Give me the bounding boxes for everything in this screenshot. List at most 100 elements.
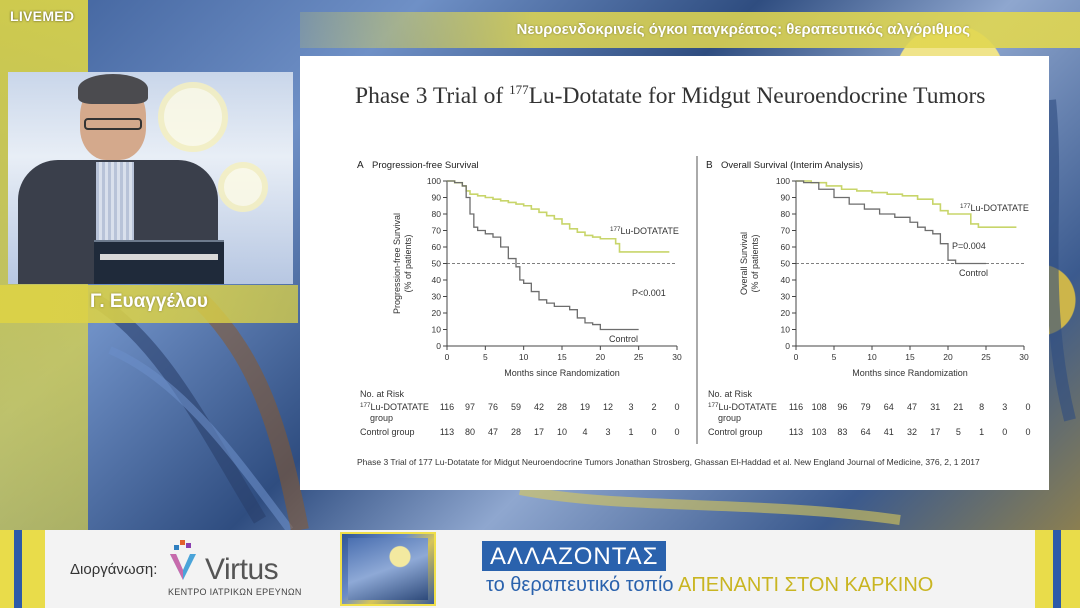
control-label: Control	[959, 268, 988, 278]
speaker-hair	[78, 74, 148, 104]
at-risk-value: 0	[674, 402, 679, 412]
at-risk-value: 80	[465, 427, 475, 437]
at-risk-value: 1	[979, 427, 984, 437]
speaker-glasses-icon	[84, 118, 142, 130]
at-risk-value: 108	[812, 402, 827, 412]
x-tick-label: 25	[634, 352, 644, 362]
tagline-line2: το θεραπευτικό τοπίο ΑΠΕΝΑΝΤΙ ΣΤΟΝ ΚΑΡΚΙ…	[486, 574, 934, 596]
painting-moon-icon	[158, 82, 228, 152]
at-risk-value: 96	[837, 402, 847, 412]
x-tick-label: 30	[1019, 352, 1029, 362]
x-tick-label: 30	[672, 352, 682, 362]
virtus-name: Virtus	[205, 553, 279, 586]
slide-citation: Phase 3 Trial of 177 Lu-Dotatate for Mid…	[357, 457, 980, 467]
at-risk-value: 113	[440, 427, 454, 437]
y-tick-label: 30	[781, 292, 791, 302]
at-risk-row-label: Control group	[708, 427, 763, 437]
at-risk-header: No. at Risk	[360, 389, 405, 399]
control-label: Control	[609, 334, 638, 344]
at-risk-value: 59	[511, 402, 521, 412]
virtus-logo-icon	[170, 540, 196, 580]
at-risk-value: 31	[930, 402, 940, 412]
y-tick-label: 80	[432, 209, 442, 219]
y-tick-label: 70	[432, 226, 442, 236]
footer-left-stripe	[0, 530, 45, 608]
virtus-subtitle: ΚΕΝΤΡΟ ΙΑΤΡΙΚΩΝ ΕΡΕΥΝΩΝ	[168, 587, 302, 597]
y-tick-label: 60	[781, 242, 791, 252]
y-tick-label: 80	[781, 209, 791, 219]
at-risk-value: 19	[580, 402, 590, 412]
at-risk-row-label: group	[718, 413, 741, 423]
at-risk-value: 42	[534, 402, 544, 412]
at-risk-value: 97	[465, 402, 475, 412]
y-tick-label: 40	[781, 275, 791, 285]
y-axis-label: Overall Survival	[739, 232, 749, 295]
control-curve	[447, 180, 639, 331]
presentation-slide: Phase 3 Trial of 177Lu-Dotatate for Midg…	[300, 56, 1049, 490]
x-axis-label: Months since Randomization	[504, 368, 620, 378]
at-risk-value: 1	[628, 427, 633, 437]
at-risk-value: 4	[582, 427, 587, 437]
lu-dotatate-curve	[447, 180, 670, 253]
at-risk-value: 21	[953, 402, 963, 412]
x-tick-label: 10	[867, 352, 877, 362]
speaker-name: Γ. Ευαγγέλου	[0, 285, 298, 323]
at-risk-value: 32	[907, 427, 917, 437]
x-tick-label: 10	[519, 352, 529, 362]
podium	[94, 240, 224, 284]
x-axis-label: Months since Randomization	[852, 368, 968, 378]
y-tick-label: 100	[427, 176, 441, 186]
lu-dotatate-label: 177Lu-DOTATATE	[610, 226, 679, 236]
at-risk-value: 0	[1002, 427, 1007, 437]
at-risk-value: 103	[812, 427, 827, 437]
y-axis-label: Progression-free Survival	[392, 213, 402, 314]
at-risk-value: 113	[789, 427, 803, 437]
tagline-box: ΑΛΛΑΖΟΝΤΑΣ	[482, 541, 667, 571]
at-risk-value: 116	[440, 402, 454, 412]
at-risk-value: 0	[1025, 427, 1030, 437]
y-tick-label: 70	[781, 226, 791, 236]
livemed-logo: LIVEMED	[10, 8, 75, 24]
at-risk-value: 0	[674, 427, 679, 437]
x-tick-label: 0	[445, 352, 450, 362]
panel-title: Overall Survival (Interim Analysis)	[721, 160, 863, 171]
at-risk-value: 17	[930, 427, 940, 437]
at-risk-value: 64	[861, 427, 871, 437]
y-tick-label: 60	[432, 242, 442, 252]
y-tick-label: 100	[776, 176, 790, 186]
x-tick-label: 5	[483, 352, 488, 362]
at-risk-value: 5	[956, 427, 961, 437]
slide-title: Phase 3 Trial of 177Lu-Dotatate for Midg…	[355, 82, 986, 109]
lu-dotatate-curve	[796, 180, 1017, 228]
y-tick-label: 50	[432, 259, 442, 269]
at-risk-value: 47	[907, 402, 917, 412]
speaker-video	[8, 72, 293, 284]
at-risk-value: 83	[837, 427, 847, 437]
at-risk-value: 3	[1002, 402, 1007, 412]
x-tick-label: 20	[596, 352, 606, 362]
lu-dotatate-label: 177Lu-DOTATATE	[960, 203, 1029, 213]
at-risk-value: 2	[651, 402, 656, 412]
at-risk-value: 10	[557, 427, 567, 437]
y-axis-label: (% of patients)	[750, 234, 760, 292]
panel-letter: B	[706, 160, 713, 171]
at-risk-row-label: 177Lu-DOTATATE	[360, 402, 429, 412]
at-risk-value: 28	[557, 402, 567, 412]
at-risk-value: 64	[884, 402, 894, 412]
at-risk-value: 79	[861, 402, 871, 412]
survival-charts: A Progression-free Survival01020304050607…	[357, 156, 1031, 444]
panel-title: Progression-free Survival	[372, 160, 479, 171]
at-risk-value: 47	[488, 427, 498, 437]
painting-thumbnail-inner	[348, 538, 428, 600]
x-tick-label: 15	[905, 352, 915, 362]
at-risk-value: 12	[603, 402, 613, 412]
x-tick-label: 0	[794, 352, 799, 362]
podium-bar	[100, 254, 218, 260]
y-tick-label: 40	[432, 275, 442, 285]
at-risk-row-label: group	[370, 413, 393, 423]
at-risk-value: 0	[651, 427, 656, 437]
at-risk-value: 17	[534, 427, 544, 437]
at-risk-value: 3	[605, 427, 610, 437]
x-tick-label: 15	[557, 352, 567, 362]
y-tick-label: 90	[432, 193, 442, 203]
